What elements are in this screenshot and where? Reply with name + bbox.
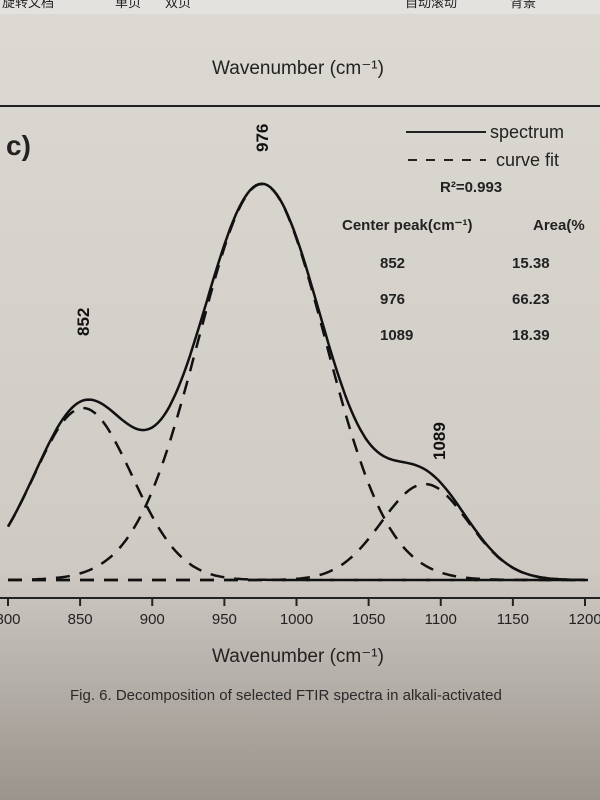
x-tick-label: 850 (68, 611, 93, 628)
single-page-button[interactable]: 单页 (115, 0, 142, 10)
legend-spectrum: spectrum (490, 122, 564, 142)
top-axis-label: Wavenumber (cm⁻¹) (212, 58, 384, 79)
curve-fit-component-976 (7, 182, 585, 582)
x-tick-label: 1100 (425, 611, 457, 628)
curve-fit-component-852 (6, 406, 585, 582)
r2-label: R²=0.993 (440, 179, 502, 196)
viewer-toolbar: 旋转文档 单页 双页 自动滚动 背景 (0, 0, 600, 14)
x-tick-label: 1150 (497, 611, 529, 628)
x-tick-label: 950 (212, 611, 237, 628)
auto-scroll-button[interactable]: 自动滚动 (405, 0, 458, 10)
x-tick-label: 1200 (568, 611, 600, 628)
peak-label: 852 (74, 308, 93, 336)
figure-caption: Fig. 6. Decomposition of selected FTIR s… (70, 687, 502, 704)
peak-label: 976 (253, 124, 272, 152)
table-area-value: 15.38 (512, 255, 550, 272)
x-axis-label: Wavenumber (cm⁻¹) (212, 646, 384, 667)
table-center-value: 852 (380, 255, 405, 272)
double-page-button[interactable]: 双页 (165, 0, 192, 10)
peak-label: 1089 (430, 422, 449, 460)
legend-fit: curve fit (496, 150, 559, 170)
document-view (0, 14, 600, 800)
table-area-value: 18.39 (512, 327, 550, 344)
panel-label: c) (6, 130, 31, 161)
x-tick-label: 1050 (352, 611, 385, 628)
x-tick-label: 900 (140, 611, 165, 628)
curve-fit-component-1089 (8, 482, 585, 582)
x-tick-label: 800 (0, 611, 21, 628)
x-tick-label: 1000 (280, 611, 313, 628)
table-header-area: Area(% (533, 217, 585, 234)
table-area-value: 66.23 (512, 291, 550, 308)
table-center-value: 976 (380, 291, 405, 308)
background-button[interactable]: 背景 (510, 0, 537, 10)
table-center-value: 1089 (380, 327, 413, 344)
spectrum-line (6, 182, 585, 582)
rotate-document-button[interactable]: 旋转文档 (2, 0, 55, 10)
table-header-center: Center peak(cm⁻¹) (342, 217, 472, 234)
